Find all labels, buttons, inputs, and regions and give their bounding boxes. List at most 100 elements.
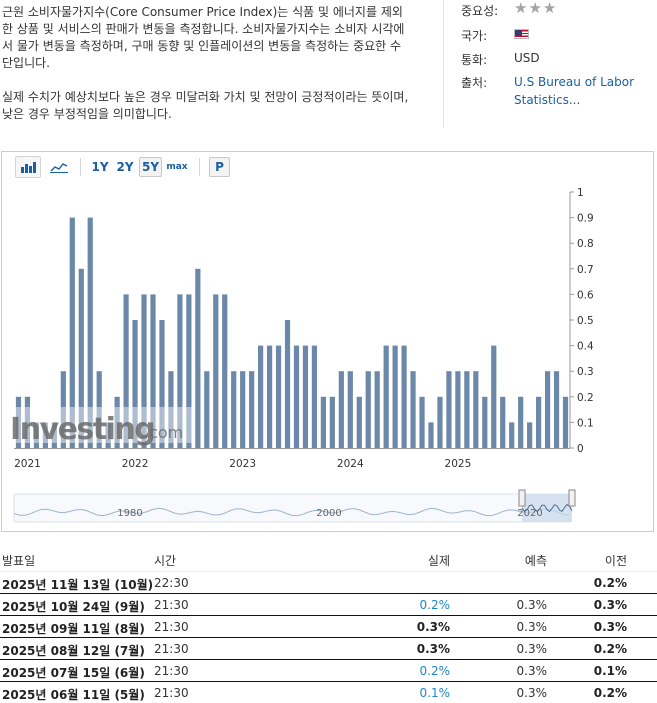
chart-bar[interactable]	[464, 371, 470, 448]
chart-toolbar: 1Y 2Y 5Y max P	[2, 152, 653, 182]
chart-bar[interactable]	[338, 371, 344, 448]
chart-bar[interactable]	[553, 371, 560, 448]
chart-bar[interactable]	[491, 345, 497, 448]
watermark-suffix: .com	[144, 423, 183, 442]
chart-bar[interactable]	[347, 371, 353, 448]
chart-container: 1Y 2Y 5Y max P Investing .com 1 0.9 0.8 0.7…	[1, 151, 654, 532]
chart-bar[interactable]	[168, 371, 174, 448]
table-row: 2025년 09월 11일 (8월) 21:30 0.3% 0.3% 0.3%	[0, 616, 657, 638]
chart-bar[interactable]	[266, 345, 273, 448]
chart-bar[interactable]	[60, 371, 66, 448]
chart-bar[interactable]	[410, 371, 416, 448]
row-actual: 0.1%	[419, 686, 451, 700]
importance-star-icon: ★★★	[514, 0, 558, 17]
range-5y-button[interactable]: 5Y	[139, 157, 162, 177]
chart-bar[interactable]	[222, 294, 228, 448]
chart-bar[interactable]	[150, 294, 156, 448]
chart-bar[interactable]	[428, 422, 434, 448]
range-2y-button[interactable]: 2Y	[116, 160, 134, 174]
chart-bar[interactable]	[69, 217, 75, 448]
x-tick-label: 2024	[337, 458, 364, 470]
chart-bar[interactable]	[374, 371, 380, 448]
table-row: 2025년 07월 15일 (6월) 21:30 0.2% 0.3% 0.1%	[0, 660, 657, 682]
chart-bar[interactable]	[536, 396, 542, 448]
importance-label: 중요성:	[461, 4, 499, 18]
currency-value: USD	[514, 51, 540, 65]
row-time: 21:30	[154, 642, 189, 656]
row-previous: 0.3%	[593, 598, 627, 612]
chart-bar[interactable]	[177, 294, 183, 448]
chart-bar[interactable]	[392, 345, 398, 448]
source-line-2: Statistics...	[514, 93, 581, 107]
y-tick-label: 0.3	[577, 366, 594, 378]
chart-navigator[interactable]: 1980 2000 2020	[13, 489, 576, 523]
chart-bar[interactable]	[159, 320, 165, 448]
chart-bar[interactable]	[455, 371, 461, 448]
chart-bar[interactable]	[482, 396, 488, 448]
chart-bar[interactable]	[446, 371, 452, 448]
chart-bar[interactable]	[42, 422, 48, 448]
range-1y-button[interactable]: 1Y	[91, 160, 109, 174]
chart-bar[interactable]	[509, 422, 515, 448]
row-forecast: 0.3%	[516, 686, 548, 700]
chart-bar[interactable]	[302, 345, 309, 448]
chart-bar[interactable]	[186, 294, 192, 448]
chart-bar[interactable]	[213, 294, 219, 448]
range-max-button[interactable]: max	[166, 162, 188, 172]
chart-bar[interactable]	[320, 396, 326, 448]
chart-bar[interactable]	[114, 396, 120, 448]
chart-bar[interactable]	[293, 345, 300, 448]
chart-bar[interactable]	[78, 268, 84, 448]
line-chart-icon	[50, 163, 68, 173]
chart-bar[interactable]	[473, 371, 479, 448]
header-date: 발표일	[2, 554, 36, 568]
chart-bar[interactable]	[544, 371, 551, 448]
chart-bar[interactable]	[24, 396, 31, 448]
chart-bar[interactable]	[365, 371, 371, 448]
chart-bar[interactable]	[141, 294, 147, 448]
chart-bar[interactable]	[284, 320, 291, 448]
row-forecast: 0.3%	[516, 664, 548, 678]
chart-bar[interactable]	[419, 396, 425, 448]
bar-chart-button[interactable]	[15, 156, 41, 178]
header-forecast: 예측	[524, 554, 547, 568]
chart-bar[interactable]	[231, 371, 237, 448]
chart-bar[interactable]	[275, 345, 282, 448]
chart-bar[interactable]	[132, 320, 138, 448]
row-date: 2025년 09월 11일 (8월)	[2, 622, 145, 636]
chart-bar[interactable]	[562, 396, 569, 448]
chart-bar[interactable]	[311, 345, 318, 448]
bar-chart[interactable]: Investing .com 1 0.9 0.8 0.7 0.6 0.5 0.4 0.3 0.2…	[2, 182, 653, 531]
chart-bar[interactable]	[383, 345, 389, 448]
chart-bar[interactable]	[258, 345, 264, 448]
chart-bar[interactable]	[51, 422, 57, 448]
chart-bar[interactable]	[329, 396, 335, 448]
chart-bar[interactable]	[15, 396, 22, 448]
x-tick-label: 2022	[122, 458, 149, 470]
line-chart-button[interactable]	[46, 156, 72, 178]
chart-bar[interactable]	[96, 371, 102, 448]
chart-bar[interactable]	[204, 371, 210, 448]
chart-bar[interactable]	[195, 268, 201, 448]
navigator-year-label: 2000	[316, 508, 341, 519]
y-tick-label: 0	[577, 443, 584, 455]
row-time: 22:30	[154, 576, 189, 590]
chart-bar[interactable]	[105, 422, 111, 448]
navigator-handle[interactable]	[518, 489, 526, 507]
chart-bar[interactable]	[240, 371, 246, 448]
chart-bar[interactable]	[401, 345, 407, 448]
chart-bar[interactable]	[500, 396, 506, 448]
chart-bar[interactable]	[518, 396, 524, 448]
chart-bar[interactable]	[437, 396, 443, 448]
chart-bar[interactable]	[123, 294, 129, 448]
description-paragraph-2: 실제 수치가 예상치보다 높은 경우 미달러화 가치 및 전망이 긍정적이라는 …	[2, 90, 409, 121]
info-divider	[443, 0, 444, 128]
chart-bar[interactable]	[527, 422, 533, 448]
chart-bar[interactable]	[87, 217, 93, 448]
navigator-handle[interactable]	[568, 489, 576, 507]
chart-bar[interactable]	[356, 396, 362, 448]
chart-bar[interactable]	[249, 371, 255, 448]
p-button[interactable]: P	[209, 157, 230, 177]
source-link[interactable]: U.S Bureau of Labor Statistics...	[514, 73, 634, 109]
chart-bar[interactable]	[33, 422, 40, 448]
